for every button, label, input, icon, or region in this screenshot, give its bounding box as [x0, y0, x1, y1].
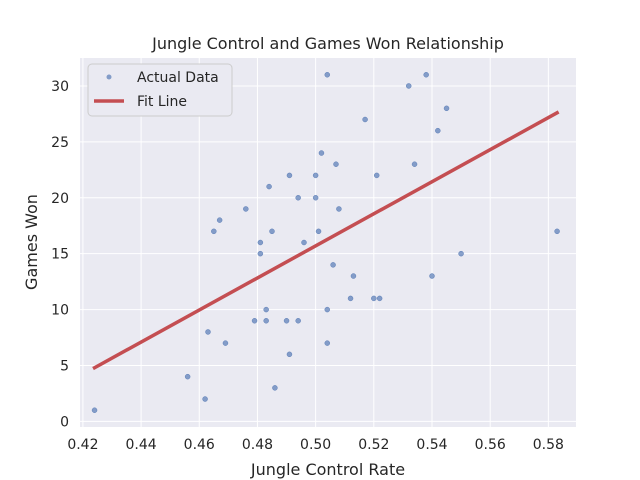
data-point	[324, 306, 331, 313]
data-point	[202, 396, 208, 402]
data-point	[257, 239, 264, 246]
data-point	[324, 340, 331, 346]
data-point	[295, 195, 301, 201]
y-axis-title: Games Won	[22, 194, 41, 290]
data-point	[330, 262, 336, 268]
data-point	[312, 172, 319, 179]
data-point	[429, 273, 435, 279]
data-point	[312, 195, 319, 201]
data-point	[257, 250, 264, 257]
fit-line	[92, 110, 560, 371]
data-point	[286, 351, 293, 358]
data-point	[336, 206, 342, 212]
data-point	[91, 407, 98, 413]
x-axis-title: Jungle Control Rate	[250, 460, 405, 479]
y-tick-label: 15	[51, 247, 69, 263]
data-point	[283, 318, 290, 324]
data-point	[373, 172, 380, 179]
data-point	[371, 295, 377, 302]
y-tick-label: 25	[51, 135, 69, 151]
data-point	[315, 228, 322, 235]
x-tick-label: 0.44	[126, 437, 157, 453]
x-tick-label: 0.48	[242, 437, 273, 453]
chart-title: Jungle Control and Games Won Relationshi…	[151, 34, 504, 53]
data-point	[301, 239, 307, 246]
data-point	[443, 105, 450, 112]
y-tick-label: 10	[51, 303, 69, 319]
y-tick-labels: 0 5 10 15 20 25 30	[51, 79, 69, 430]
points-layer	[91, 72, 560, 413]
x-tick-label: 0.50	[300, 437, 331, 453]
data-point	[333, 161, 339, 167]
x-tick-label: 0.58	[533, 437, 564, 453]
y-tick-label: 20	[51, 191, 69, 207]
data-point	[251, 318, 258, 324]
x-tick-label: 0.42	[67, 437, 98, 453]
data-point	[324, 72, 331, 78]
data-point	[266, 183, 272, 190]
legend-marker-actual-data	[106, 74, 112, 80]
data-point	[435, 127, 441, 134]
data-point	[216, 217, 223, 223]
data-point	[347, 295, 354, 302]
data-point	[263, 306, 269, 313]
x-tick-label: 0.52	[358, 437, 389, 453]
data-point	[211, 228, 217, 235]
data-point	[362, 116, 368, 123]
data-point	[222, 340, 229, 346]
legend-label-actual-data: Actual Data	[137, 70, 219, 86]
data-point	[272, 385, 278, 391]
data-point	[405, 83, 412, 89]
data-point	[184, 373, 191, 380]
data-point	[318, 150, 325, 156]
y-tick-label: 5	[60, 359, 69, 375]
data-point	[411, 161, 418, 167]
data-point	[554, 228, 560, 235]
data-point	[243, 206, 249, 212]
data-point	[205, 329, 211, 335]
data-point	[295, 318, 301, 324]
data-point	[376, 295, 383, 302]
x-tick-labels: 0.42 0.44 0.46 0.48 0.50 0.52 0.54 0.56 0.58	[67, 437, 564, 453]
legend-label-fit-line: Fit Line	[137, 94, 187, 110]
legend-box	[87, 63, 233, 117]
data-point	[458, 250, 464, 257]
data-point	[263, 318, 269, 324]
x-tick-label: 0.56	[475, 437, 506, 453]
data-point	[269, 228, 275, 235]
data-point	[423, 72, 429, 78]
x-tick-label: 0.54	[416, 437, 447, 453]
y-tick-label: 0	[60, 414, 69, 430]
y-tick-label: 30	[51, 79, 69, 95]
data-point	[286, 172, 293, 179]
fit-line-layer	[92, 110, 560, 371]
x-tick-label: 0.46	[184, 437, 215, 453]
data-point	[350, 273, 357, 279]
legend: Actual Data Fit Line	[87, 63, 233, 117]
